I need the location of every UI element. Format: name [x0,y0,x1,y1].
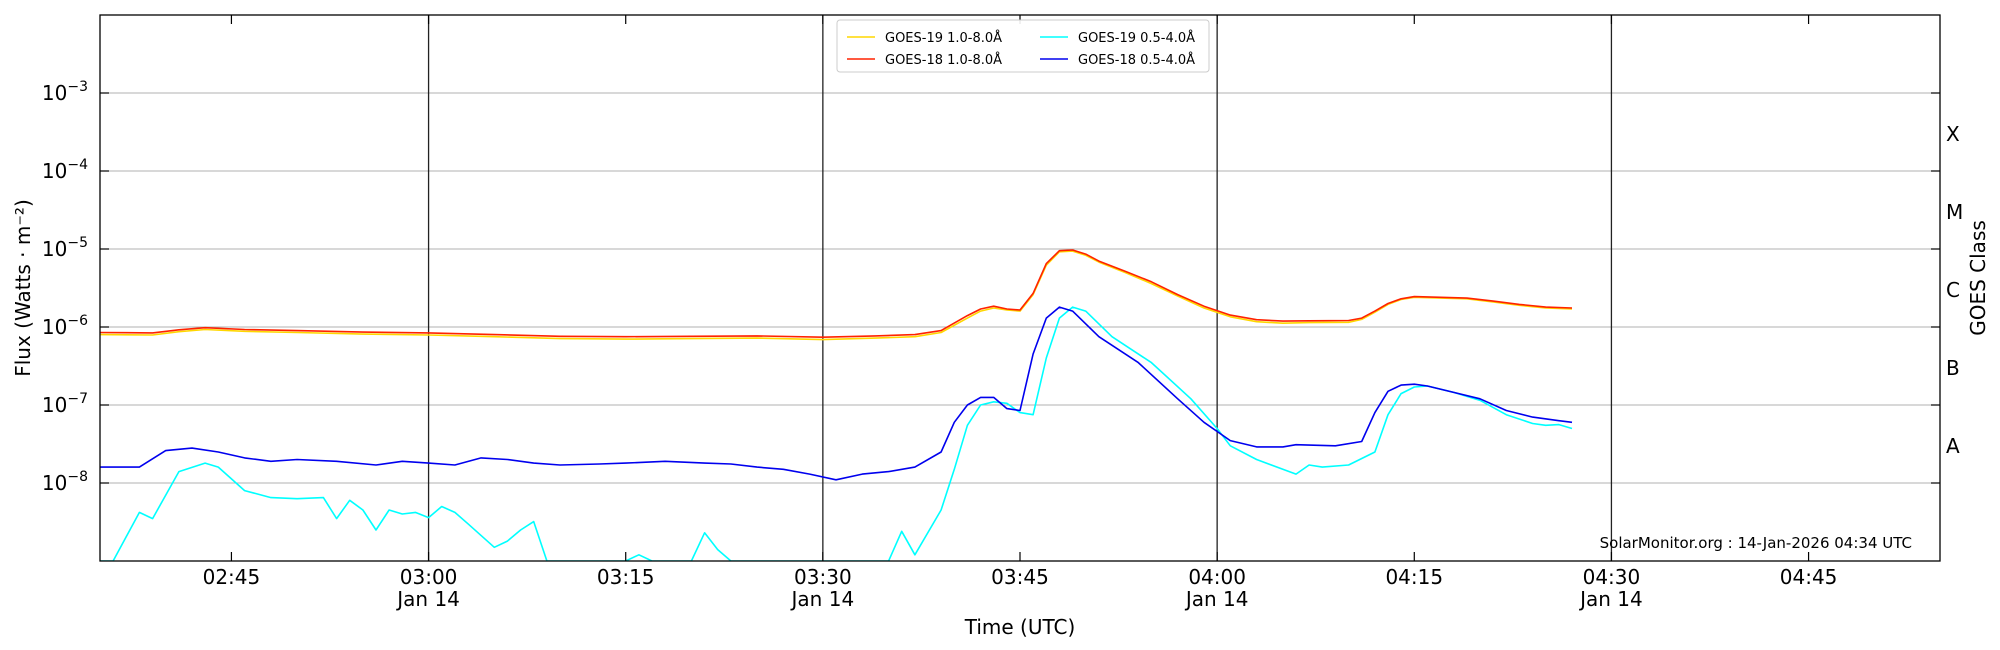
x-tick-label: 03:30 [794,565,852,589]
goes-class-label: A [1946,434,1960,458]
goes-class-label: M [1946,200,1963,224]
x-tick-date-label: Jan 14 [1184,587,1249,611]
plot-frame [99,14,1941,562]
y-tick-label: 10−4 [42,157,88,183]
legend-label: GOES-19 1.0-8.0Å [885,30,1002,46]
legend-box [836,19,1210,73]
half-hour-lines [427,15,1613,561]
legend: GOES-19 1.0-8.0Å GOES-18 1.0-8.0Å GOES-19 … [836,19,1210,73]
y-tick-label: 10−3 [42,79,88,105]
goes-class-axis-title: GOES Class [1966,220,1990,336]
x-axis-title: Time (UTC) [964,615,1076,639]
x-tick-date-label: Jan 14 [395,587,460,611]
x-tick-label: 04:45 [1780,565,1838,589]
y-tick-label: 10−8 [42,469,88,495]
goes-class-label: X [1946,122,1960,146]
x-tick-label: 03:15 [597,565,655,589]
y-tick-label: 10−6 [42,313,88,339]
series-lines [100,249,1573,561]
series-line-4 [100,306,1573,481]
series-line-3 [100,306,1573,561]
x-tick-label: 02:45 [203,565,261,589]
goes-class-label: B [1946,356,1960,380]
series-line-2 [100,249,1573,339]
grid-lines [100,92,1940,484]
credit-text: SolarMonitor.org : 14-Jan-2026 04:34 UTC [1600,534,1912,552]
x-tick-date-label: Jan 14 [790,587,855,611]
goes-class-label: C [1946,278,1960,302]
x-tick-label: 03:45 [991,565,1049,589]
series-line-1 [100,250,1573,341]
x-tick-label: 03:00 [400,565,458,589]
legend-label: GOES-18 1.0-8.0Å [885,52,1002,68]
legend-label: GOES-19 0.5-4.0Å [1078,30,1195,46]
y-axis-title: Flux (Watts · m⁻²) [11,199,35,377]
y-tick-label: 10−7 [42,391,88,417]
y-tick-label: 10−5 [42,235,88,261]
x-tick-date-label: Jan 14 [1578,587,1643,611]
x-tick-label: 04:00 [1188,565,1246,589]
x-tick-label: 04:15 [1385,565,1443,589]
x-tick-label: 04:30 [1583,565,1641,589]
legend-label: GOES-18 0.5-4.0Å [1078,52,1195,68]
